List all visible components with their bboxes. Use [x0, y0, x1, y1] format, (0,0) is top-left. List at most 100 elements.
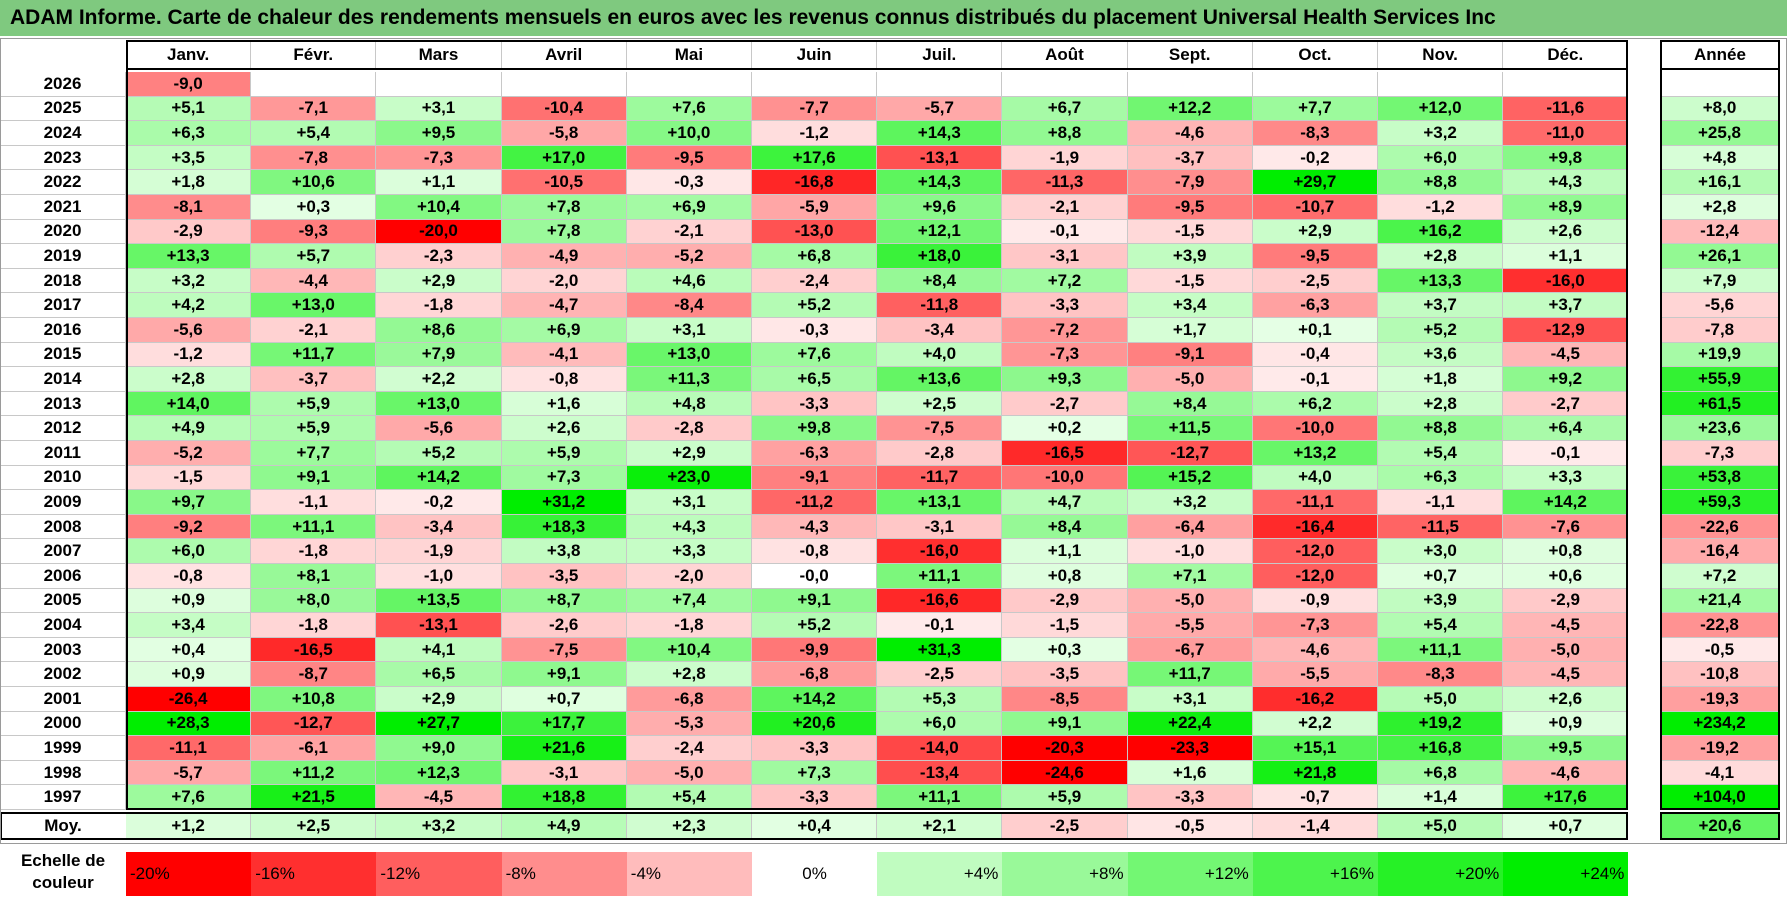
- heatmap-cell: -9,9: [752, 637, 878, 663]
- heatmap-cell: -8,7: [251, 662, 377, 687]
- heatmap-cell: +6,4: [1503, 416, 1629, 441]
- year-label: 2009: [0, 490, 126, 515]
- month-header: Mars: [376, 40, 502, 70]
- heatmap-cell: -1,1: [1378, 490, 1504, 515]
- heatmap-cell: +9,0: [376, 736, 502, 761]
- heatmap-cell: -6,3: [752, 441, 878, 466]
- heatmap-cell: -5,6: [126, 318, 252, 343]
- heatmap-cell: -2,4: [626, 736, 752, 761]
- heatmap-cell: +5,2: [752, 293, 878, 318]
- heatmap-cell: +11,7: [251, 342, 377, 368]
- heatmap-cell: -7,1: [251, 96, 377, 122]
- heatmap-cell: -9,2: [126, 514, 252, 540]
- heatmap-cell: +13,1: [877, 490, 1003, 515]
- heatmap-cell: +7,3: [752, 760, 878, 786]
- heatmap-cell: +3,3: [626, 539, 752, 564]
- heatmap-cell: +0,6: [1503, 564, 1629, 589]
- heatmap-cell: +13,0: [376, 391, 502, 417]
- heatmap-cell: -10,4: [501, 96, 627, 122]
- heatmap-cell: -5,0: [1127, 588, 1253, 614]
- heatmap-cell: +8,1: [251, 564, 377, 589]
- heatmap-cell: +14,3: [877, 170, 1003, 195]
- heatmap-cell: -2,1: [251, 318, 377, 343]
- heatmap-cell: +17,0: [501, 145, 627, 171]
- heatmap-cell: -1,5: [1002, 613, 1128, 638]
- heatmap-cell: +4,2: [126, 293, 252, 318]
- heatmap-cell: -4,5: [1503, 662, 1629, 687]
- year-label: 2024: [0, 121, 126, 146]
- heatmap-cell: -1,0: [1127, 539, 1253, 564]
- heatmap-cell: +7,6: [126, 785, 252, 810]
- heatmap-cell: -10,0: [1252, 416, 1378, 441]
- heatmap-cell: +6,8: [1378, 760, 1504, 786]
- heatmap-cell: +5,9: [501, 441, 627, 466]
- heatmap-cell: +14,2: [752, 687, 878, 712]
- heatmap-cell: -16,2: [1252, 687, 1378, 712]
- heatmap-cell: +9,3: [1002, 367, 1128, 392]
- heatmap-cell: +21,6: [501, 736, 627, 761]
- heatmap-cell: -2,3: [376, 244, 502, 269]
- heatmap-cell: +15,2: [1127, 465, 1253, 491]
- heatmap-cell: [626, 72, 752, 97]
- annual-cell: -19,2: [1660, 736, 1780, 761]
- average-cell: -0,5: [1127, 812, 1253, 840]
- heatmap-cell: +9,8: [752, 416, 878, 441]
- year-label: 2020: [0, 219, 126, 245]
- scale-swatch: -16%: [251, 852, 377, 896]
- annual-cell: +61,5: [1660, 391, 1780, 417]
- heatmap-cell: +13,6: [877, 367, 1003, 392]
- heatmap-cell: -11,0: [1503, 121, 1629, 146]
- heatmap-cell: [1252, 72, 1378, 97]
- month-header: Nov.: [1378, 40, 1504, 70]
- heatmap-cell: -3,4: [877, 318, 1003, 343]
- heatmap-cell: -5,5: [1252, 662, 1378, 687]
- annual-cell: +25,8: [1660, 121, 1780, 146]
- heatmap-cell: +4,7: [1002, 490, 1128, 515]
- heatmap-cell: +7,3: [501, 465, 627, 491]
- heatmap-cell: +13,5: [376, 588, 502, 614]
- heatmap-cell: -3,1: [877, 514, 1003, 540]
- heatmap-cell: +13,0: [251, 293, 377, 318]
- year-label: 2002: [0, 662, 126, 687]
- heatmap-cell: +13,3: [126, 244, 252, 269]
- heatmap-cell: -6,8: [626, 687, 752, 712]
- heatmap-cell: +3,4: [126, 613, 252, 638]
- heatmap-cell: -26,4: [126, 687, 252, 712]
- heatmap-cell: -2,4: [752, 268, 878, 294]
- heatmap-cell: -20,0: [376, 219, 502, 245]
- heatmap-cell: -9,5: [626, 145, 752, 171]
- heatmap-cell: -9,5: [1127, 195, 1253, 220]
- heatmap-cell: +11,3: [626, 367, 752, 392]
- heatmap-cell: +5,3: [877, 687, 1003, 712]
- annual-cell: +234,2: [1660, 711, 1780, 737]
- annual-cell: +26,1: [1660, 244, 1780, 269]
- heatmap-cell: -9,1: [752, 465, 878, 491]
- average-cell: -1,4: [1252, 812, 1378, 840]
- heatmap-cell: +12,1: [877, 219, 1003, 245]
- heatmap-cell: -5,7: [877, 96, 1003, 122]
- average-label: Moy.: [44, 816, 82, 835]
- month-header: Juil.: [877, 40, 1003, 70]
- heatmap-cell: +5,0: [1378, 687, 1504, 712]
- heatmap-cell: -4,6: [1127, 121, 1253, 146]
- annual-cell: -7,8: [1660, 318, 1780, 343]
- heatmap-cell: -3,1: [501, 760, 627, 786]
- heatmap-cell: -12,0: [1252, 564, 1378, 589]
- heatmap-cell: +2,2: [1252, 711, 1378, 737]
- heatmap-cell: -7,9: [1127, 170, 1253, 195]
- heatmap-cell: -6,7: [1127, 637, 1253, 663]
- heatmap-cell: +27,7: [376, 711, 502, 737]
- heatmap-cell: +18,8: [501, 785, 627, 810]
- heatmap-cell: +20,6: [752, 711, 878, 737]
- heatmap-cell: -3,7: [1127, 145, 1253, 171]
- heatmap-cell: +5,2: [752, 613, 878, 638]
- heatmap-cell: +28,3: [126, 711, 252, 737]
- heatmap-cell: -2,0: [501, 268, 627, 294]
- heatmap-cell: +11,1: [1378, 637, 1504, 663]
- heatmap-cell: +10,8: [251, 687, 377, 712]
- heatmap-cell: -4,5: [376, 785, 502, 810]
- heatmap-cell: +7,9: [376, 342, 502, 368]
- heatmap-cell: +1,8: [1378, 367, 1504, 392]
- heatmap-cell: -1,9: [1002, 145, 1128, 171]
- heatmap-cell: +5,4: [1378, 441, 1504, 466]
